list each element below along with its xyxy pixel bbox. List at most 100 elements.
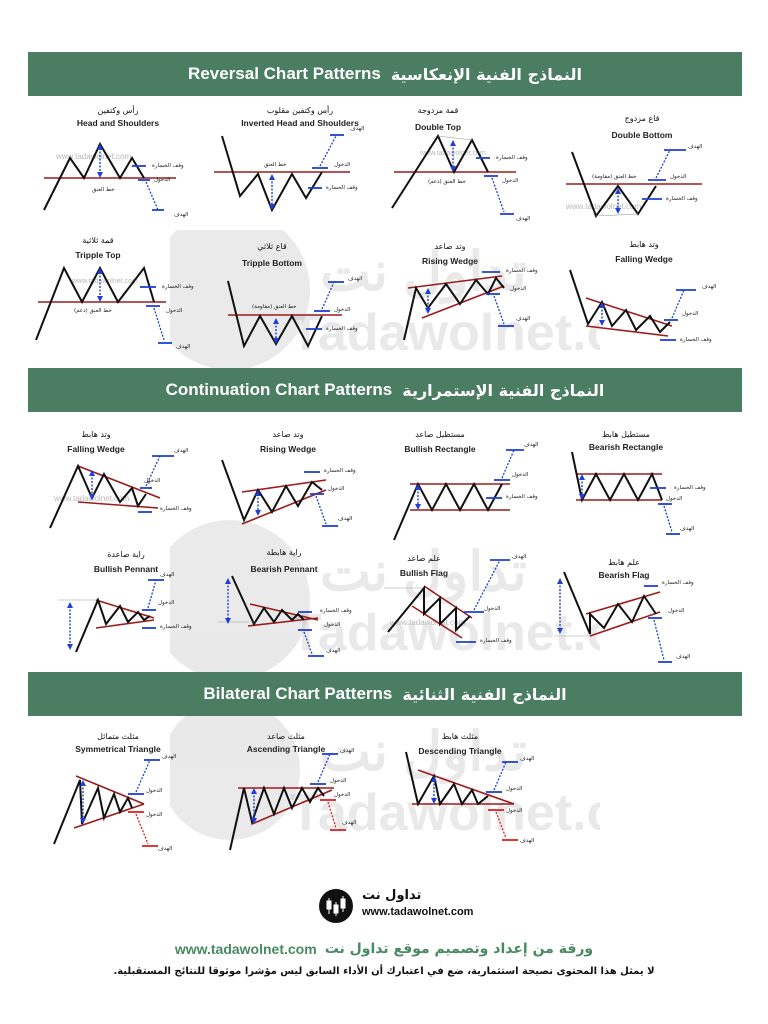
label-entry: الدخول: [512, 472, 529, 478]
triple-bottom-diagram: [227, 280, 344, 349]
label-entry-down: الدخول: [334, 792, 351, 798]
pattern-bullish-rectangle: مستطيل صاعد Bullish Rectangle الهدف الدخ…: [390, 428, 570, 558]
pattern-title-en: Falling Wedge: [615, 254, 673, 264]
label-target: الهدف: [702, 284, 717, 290]
pattern-title-en: Tripple Bottom: [242, 258, 302, 268]
label-target: الهدف: [516, 316, 531, 322]
label-entry: الدخول: [154, 177, 171, 183]
pattern-title-en: Bearish Rectangle: [588, 442, 664, 452]
footer-credit-url[interactable]: www.tadawolnet.com: [174, 941, 317, 957]
section-title-ar: النماذج الفنية الثنائية: [402, 684, 567, 704]
label-target: الهدف: [680, 526, 695, 532]
pattern-title-ar: وتد هابط: [629, 240, 659, 249]
label-target-down: الهدف: [342, 820, 357, 826]
label-target: الهدف: [348, 276, 363, 282]
label-entry: الدخول: [502, 178, 519, 184]
pattern-rising-wedge-reversal: وتد صاعد Rising Wedge وقف الخسارة الدخول…: [400, 236, 580, 366]
label-target: الهدف: [160, 572, 175, 578]
pattern-title-ar: رأس وكتفين: [97, 106, 139, 115]
pattern-falling-wedge-reversal: وتد هابط Falling Wedge الهدف الدخول وقف …: [568, 236, 748, 366]
label-target: الهدف: [524, 442, 539, 448]
pattern-title-en: Descending Triangle: [418, 746, 502, 756]
pattern-title-ar: رأس وكتفين مقلوب: [266, 106, 334, 115]
label-target: الهدف: [512, 554, 527, 560]
pattern-falling-wedge-continuation: وتد هابط Falling Wedge www.tadawolnet.co…: [40, 428, 220, 558]
candlestick-logo-icon: [319, 889, 353, 923]
inverted-head-and-shoulders-diagram: [214, 134, 350, 213]
pattern-title-en: Falling Wedge: [67, 444, 125, 454]
ascending-triangle-diagram: [229, 753, 346, 851]
footer-disclaimer: لا يمثل هذا المحتوى نصيحة استثمارية، ضع …: [113, 966, 655, 977]
pattern-title-ar: علم هابط: [608, 558, 640, 567]
label-entry: الدخول: [334, 307, 351, 313]
section-title-en: Reversal Chart Patterns: [188, 64, 381, 83]
label-entry: الدخول: [158, 600, 175, 606]
label-entry-down: الدخول: [506, 808, 523, 814]
url-watermark: www.tadawolnet.com: [72, 278, 138, 285]
pattern-title-ar: قمة مزدوجة: [417, 106, 459, 115]
label-entry: الدخول: [166, 308, 183, 314]
label-entry: الدخول: [668, 608, 685, 614]
label-target: الهدف: [162, 754, 177, 760]
pattern-ascending-triangle: مثلث صاعد Ascending Triangle الهدف الدخو…: [226, 732, 406, 862]
section-header-continuation: Continuation Chart Patterns النماذج الفن…: [28, 368, 742, 412]
pattern-title-ar: وتد صاعد: [272, 430, 304, 439]
label-stop-loss: وقف الخسارة: [506, 268, 538, 274]
rising-wedge-diagram: [221, 459, 338, 527]
label-entry: الدخول: [670, 174, 687, 180]
pattern-title-ar: قمة ثلاثية: [82, 236, 114, 245]
pattern-title-en: Bullish Flag: [399, 568, 449, 578]
footer-credit-text: ورقة من إعداد وتصميم موقع تداول نت: [324, 941, 594, 957]
head-and-shoulders-diagram: [43, 141, 176, 211]
pattern-double-bottom: قاع مزدوج Double Bottom www.tadawolnet.c…: [562, 106, 742, 236]
url-watermark: www.tadawolnet.com: [390, 618, 466, 627]
label-target: الهدف: [338, 516, 353, 522]
pattern-rising-wedge-continuation: وتد صاعد Rising Wedge وقف الخسارة الدخول…: [218, 428, 398, 558]
falling-wedge-diagram: [569, 269, 696, 341]
double-top-diagram: [391, 133, 516, 215]
bearish-flag-diagram: [554, 571, 672, 663]
label-target: الهدف: [516, 216, 531, 222]
symmetrical-triangle-diagram: [53, 759, 160, 847]
pattern-title-en: Rising Wedge: [421, 256, 479, 266]
label-target: الهدف: [174, 212, 189, 218]
pattern-title-ar: راية هابطة: [266, 548, 302, 557]
pattern-title-ar: مثلث صاعد: [267, 732, 305, 741]
section-title-ar: النماذج الفنية الإستمرارية: [402, 380, 605, 400]
label-entry-down: الدخول: [146, 812, 163, 818]
label-stop-loss: وقف الخسارة: [152, 163, 184, 169]
bullish-pennant-diagram: [58, 579, 164, 653]
pattern-title-en: Head and Shoulders: [76, 118, 160, 128]
label-target: الهدف: [676, 654, 691, 660]
pattern-bearish-rectangle: مستطيل هابط Bearish Rectangle وقف الخسار…: [566, 428, 746, 558]
label-stop-loss: وقف الخسارة: [326, 326, 358, 332]
descending-triangle-diagram: [405, 751, 518, 841]
label-entry: الدخول: [682, 311, 699, 317]
pattern-title-en: Double Top: [414, 122, 462, 132]
label-target-down: الهدف: [520, 838, 535, 844]
pattern-title-ar: علم صاعد: [407, 554, 441, 563]
label-neckline-resistance: خط العنق (مقاومة): [592, 174, 637, 180]
pattern-title-en: Tripple Top: [75, 250, 121, 260]
bullish-rectangle-diagram: [393, 449, 524, 541]
footer-credit: www.tadawolnet.com ورقة من إعداد وتصميم …: [0, 941, 768, 957]
label-target: الهدف: [174, 448, 189, 454]
bearish-rectangle-diagram: [571, 451, 680, 535]
footer-brand-url[interactable]: www.tadawolnet.com: [362, 906, 474, 918]
label-entry: الدخول: [506, 786, 523, 792]
pattern-descending-triangle: مثلث هابط Descending Triangle الهدف الدخ…: [400, 732, 580, 862]
pattern-title-en: Double Bottom: [611, 130, 673, 140]
url-watermark: www.tadawolnet.com: [420, 150, 486, 157]
label-entry: الدخول: [324, 622, 341, 628]
label-stop-loss: وقف الخسارة: [666, 196, 698, 202]
section-title-ar: النماذج الفنية الإنعكاسية: [390, 64, 582, 84]
label-target: الهدف: [350, 126, 365, 132]
pattern-title-ar: قاع مزدوج: [624, 114, 660, 123]
label-entry: الدخول: [330, 778, 347, 784]
pattern-triple-bottom: قاع ثلاثي Tripple Bottom الهدف خط العنق …: [222, 236, 402, 366]
pattern-triple-top: قمة ثلاثية Tripple Top www.tadawolnet.co…: [28, 236, 208, 366]
pattern-title-en: Bullish Pennant: [93, 564, 159, 574]
pattern-double-top: قمة مزدوجة Double Top www.tadawolnet.com…: [388, 106, 568, 236]
pattern-title-ar: مستطيل هابط: [602, 430, 650, 439]
label-target: الهدف: [520, 756, 535, 762]
